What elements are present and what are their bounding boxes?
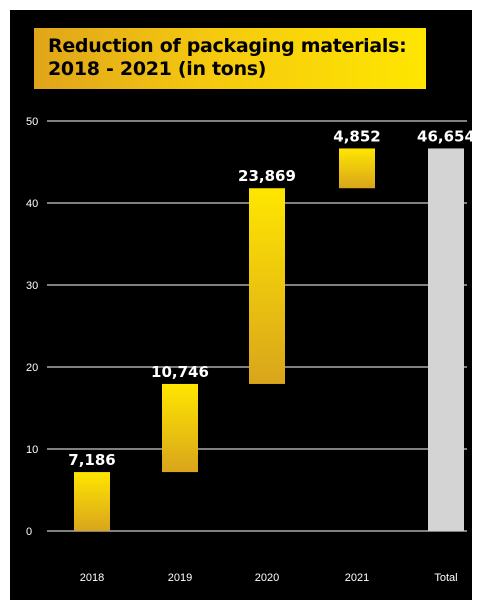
bar-2021 [339, 148, 375, 189]
bars [74, 148, 464, 531]
y-tick-label: 40 [26, 198, 38, 210]
y-tick-label: 30 [26, 280, 38, 292]
data-labels: 7,186 10,746 23,869 4,852 46,654 [68, 127, 475, 469]
x-tick-label: Total [434, 572, 457, 584]
y-tick-label: 50 [26, 116, 38, 128]
total-bar [428, 148, 464, 531]
y-tick-label: 0 [26, 526, 32, 538]
x-axis-ticks: 2018 2019 2020 2021 Total [80, 572, 458, 584]
x-tick-label: 2020 [255, 572, 279, 584]
data-label: 46,654 [417, 127, 475, 145]
chart-title: Reduction of packaging materials: 2018 -… [48, 35, 407, 80]
bar-2018 [74, 472, 110, 531]
y-axis-ticks: 0 10 20 30 40 50 [26, 116, 38, 538]
data-label: 7,186 [68, 451, 115, 469]
y-tick-label: 20 [26, 362, 38, 374]
bar-2020 [249, 188, 285, 384]
x-tick-label: 2019 [168, 572, 192, 584]
x-tick-label: 2018 [80, 572, 104, 584]
data-label: 10,746 [151, 363, 209, 381]
data-label: 4,852 [333, 127, 380, 145]
x-tick-label: 2021 [345, 572, 369, 584]
data-label: 23,869 [238, 167, 296, 185]
y-tick-label: 10 [26, 444, 38, 456]
bar-2019 [162, 383, 198, 473]
chart-title-box: Reduction of packaging materials: 2018 -… [34, 28, 426, 89]
